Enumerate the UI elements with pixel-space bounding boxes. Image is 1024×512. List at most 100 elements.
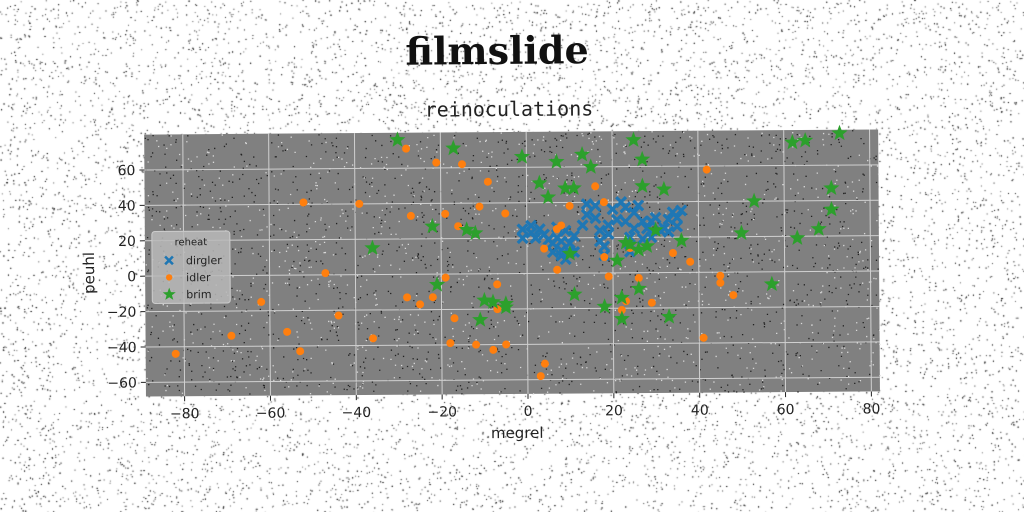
dirgler-point (525, 219, 538, 232)
idler-point (668, 249, 677, 258)
idler-point (702, 165, 711, 174)
idler-point (483, 177, 492, 186)
idler-point (402, 144, 411, 153)
brim-point (634, 177, 651, 193)
x-gridline (697, 130, 701, 393)
x-tick-label: −60 (256, 406, 286, 422)
brim-point (831, 124, 848, 141)
idler-point (599, 198, 608, 207)
idler-point (540, 244, 549, 253)
idler-point (553, 265, 562, 274)
x-tick-label: 20 (605, 403, 623, 419)
dirgler-point (589, 199, 602, 212)
idler-point (355, 199, 364, 208)
dirgler-point (619, 201, 632, 214)
x-gridline (439, 132, 443, 395)
idler-point (540, 359, 549, 368)
brim-point (484, 293, 502, 309)
idler-point (296, 347, 305, 356)
brim-point (389, 131, 406, 147)
dirgler-point (602, 219, 615, 232)
plot-area (144, 129, 880, 397)
y-tick-label: −60 (107, 375, 137, 391)
y-gridline (145, 376, 880, 383)
x-tick-label: −20 (427, 404, 457, 420)
brim-point (733, 224, 750, 241)
dirgler-point (675, 204, 688, 217)
brim-point (797, 132, 814, 148)
brim-point (746, 192, 763, 209)
series-idler (171, 144, 738, 381)
idler-point (403, 293, 412, 302)
y-axis-label: peuhl (80, 252, 98, 294)
idler-point (441, 209, 450, 218)
idler-point (432, 158, 441, 167)
dirgler-point (671, 220, 684, 233)
legend-label-idler: idler (186, 271, 211, 284)
dirgler-point (610, 213, 623, 226)
dirgler-point (632, 199, 645, 212)
y-tick-label: −20 (107, 305, 137, 321)
brim-point (621, 235, 639, 252)
idler-point (283, 327, 292, 336)
x-gridline (353, 133, 357, 396)
idler-point (557, 221, 566, 230)
y-gridline (145, 270, 880, 277)
dirgler-point (598, 240, 611, 253)
x-tick-label: 0 (524, 404, 533, 420)
x-gridline (869, 129, 872, 392)
x-tick-label: −80 (170, 406, 200, 422)
brim-point (539, 188, 557, 205)
y-gridline (144, 164, 879, 171)
brim-point (823, 179, 840, 196)
dirgler-point (580, 208, 593, 221)
idler-point (536, 372, 545, 381)
x-tick-label: 60 (777, 402, 795, 418)
dirgler-point (671, 211, 684, 224)
x-gridline (611, 131, 615, 394)
brim-point (596, 298, 613, 314)
x-gridline (783, 130, 787, 393)
idler-point (450, 314, 459, 323)
idler-point (493, 280, 502, 289)
x-axis-ticks: −80 −60 −40 −20 0 20 40 60 80 (170, 391, 881, 422)
idler-point (729, 291, 738, 300)
chart-title: reinoculations (425, 96, 594, 121)
data-points (171, 124, 848, 381)
brim-point (548, 153, 565, 169)
brim-point (613, 289, 630, 305)
idler-point (227, 331, 236, 340)
idler-point (716, 278, 725, 287)
y-tick-label: −40 (107, 340, 137, 356)
brim-point (573, 146, 591, 162)
idler-point (441, 273, 450, 282)
idler-point (617, 306, 626, 315)
dirgler-point (555, 235, 568, 248)
idler-point (591, 182, 600, 191)
brim-point (613, 310, 630, 326)
idler-point (604, 272, 613, 281)
brim-point (823, 200, 840, 217)
brim-point (561, 245, 578, 261)
idler-point (489, 345, 498, 354)
brim-point (763, 275, 780, 292)
idler-point (454, 222, 463, 231)
dirgler-point (580, 198, 593, 211)
dirgler-point (516, 223, 529, 236)
brim-point (810, 220, 827, 236)
idler-point (634, 274, 643, 283)
y-tick-label: 60 (118, 163, 136, 179)
dirgler-point (516, 232, 529, 245)
y-axis-ticks: −60 −40 −20 0 20 40 60 (107, 163, 146, 392)
x-tick-label: 40 (691, 403, 709, 419)
idler-point (334, 311, 343, 320)
dirgler-point (649, 211, 662, 224)
brim-point (476, 291, 493, 308)
dirgler-point (593, 224, 606, 237)
brim-point (566, 285, 583, 302)
brim-point (428, 276, 446, 292)
idler-point (475, 202, 484, 211)
y-gridline (144, 235, 879, 242)
x-tick-label: 80 (863, 401, 881, 417)
